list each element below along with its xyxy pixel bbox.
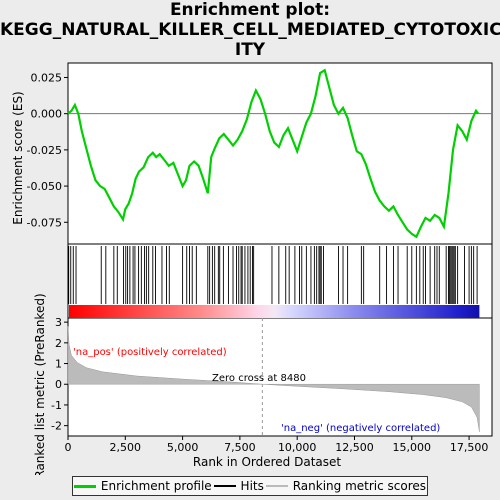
es-ytick-label: -0.050	[27, 180, 62, 193]
rank-xtick-label: 7,500	[224, 441, 256, 454]
legend: Enrichment profile Hits Ranking metric s…	[72, 476, 428, 496]
es-line	[67, 68, 480, 239]
legend-label-rank: Ranking metric scores	[292, 479, 427, 493]
rank-ytick-label: 0	[55, 378, 62, 391]
es-ytick-label: 0.000	[31, 108, 63, 121]
neg-label: 'na_neg' (negatively correlated)	[281, 423, 440, 434]
hits-panel	[68, 246, 478, 304]
legend-swatch-rank	[265, 485, 288, 487]
rank-ytick-label: -2	[51, 420, 62, 433]
es-ytick-label: -0.025	[27, 144, 62, 157]
zero-cross-label: Zero cross at 8480	[212, 373, 306, 384]
axis-texts: Enrichment score (ES) Ranked list metric…	[11, 91, 440, 475]
rank-xtick-label: 15,000	[393, 441, 432, 454]
rank-xtick-label: 12,500	[335, 441, 374, 454]
rank-xtick-label: 0	[65, 441, 72, 454]
legend-label-hits: Hits	[240, 479, 264, 493]
title-line-2: KEGG_NATURAL_KILLER_CELL_MEDIATED_CYTOTO…	[0, 20, 500, 40]
es-ytick-label: 0.025	[31, 71, 63, 84]
rank-ylabel: Ranked list metric (PreRanked)	[33, 293, 47, 475]
legend-item-hits: Hits	[213, 479, 264, 493]
es-ylabel: Enrichment score (ES)	[11, 91, 25, 224]
pos-label: 'na_pos' (positively correlated)	[73, 347, 227, 358]
rank-heatmap	[69, 305, 480, 318]
rank-ytick-label: 2	[55, 337, 62, 350]
rank-ytick-label: -1	[51, 399, 62, 412]
rank-ytick-label: 1	[55, 358, 62, 371]
es-panel-frame	[67, 62, 493, 245]
rank-ytick-label: 3	[55, 316, 62, 329]
legend-item-rank: Ranking metric scores	[265, 479, 427, 493]
title-line-1: Enrichment plot:	[169, 0, 331, 20]
legend-label-es: Enrichment profile	[100, 479, 212, 493]
legend-swatch-es	[73, 484, 96, 488]
heat-strip	[69, 305, 480, 318]
rank-metric-area	[67, 326, 480, 432]
legend-swatch-hits	[213, 485, 236, 487]
rank-xtick-label: 17,500	[450, 441, 489, 454]
title-line-3: ITY	[234, 40, 266, 60]
rank-xlabel: Rank in Ordered Dataset	[193, 455, 341, 469]
rank-xtick-label: 2,500	[110, 441, 142, 454]
legend-item-es: Enrichment profile	[73, 479, 212, 493]
rank-xtick-label: 10,000	[278, 441, 317, 454]
chart-title: Enrichment plot: KEGG_NATURAL_KILLER_CEL…	[0, 0, 500, 60]
es-panel: 0.025 0.000 -0.025 -0.050 -0.075	[27, 68, 492, 239]
rank-xtick-label: 5,000	[167, 441, 199, 454]
es-ytick-label: -0.075	[27, 216, 62, 229]
